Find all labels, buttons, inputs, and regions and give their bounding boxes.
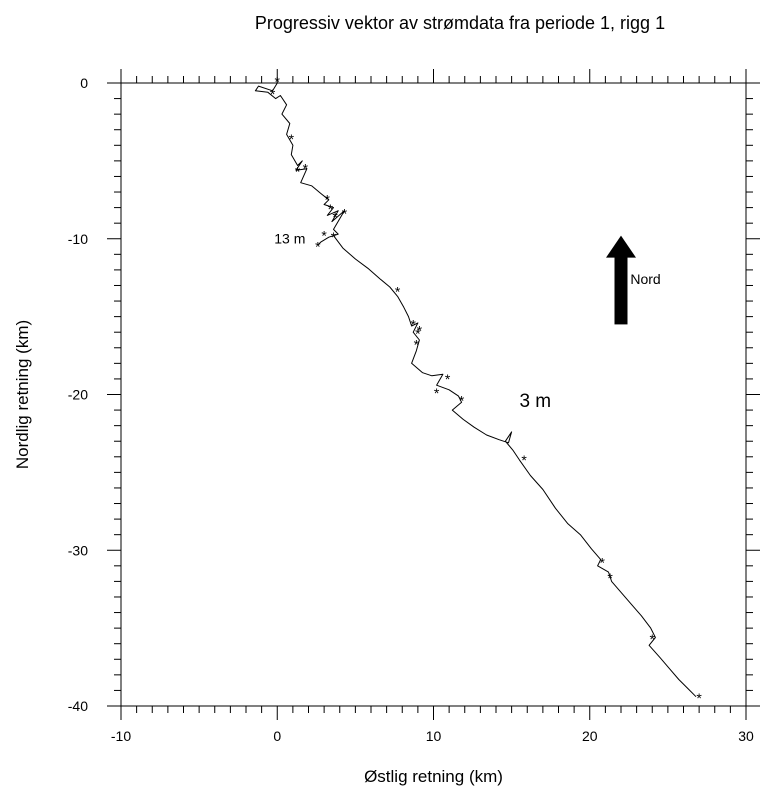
series-markers: **** *** * ** ********* ****** <box>270 73 703 706</box>
data-marker: * <box>331 229 337 245</box>
data-marker: * <box>289 131 295 147</box>
data-marker: * <box>417 323 423 339</box>
series-lines <box>254 82 697 698</box>
data-marker: * <box>332 209 338 225</box>
data-marker: * <box>445 371 451 387</box>
data-marker: * <box>328 201 334 217</box>
annotation-label: 13 m <box>274 230 305 246</box>
y-tick-label: -30 <box>68 542 88 558</box>
data-marker: * <box>342 206 348 222</box>
data-marker: * <box>270 86 276 102</box>
series-line-3m <box>333 235 697 698</box>
series-line-13m <box>254 82 345 246</box>
x-tick-label: 20 <box>582 728 598 744</box>
north-arrow-shaft <box>614 256 628 325</box>
data-marker: * <box>410 316 416 332</box>
annotation-label: 3 m <box>519 391 551 412</box>
data-marker: * <box>600 555 606 571</box>
annotations: 13 m 3 m Nord <box>274 230 660 412</box>
axis-ticks <box>107 69 760 720</box>
data-marker: * <box>414 337 420 353</box>
data-marker: * <box>415 326 421 342</box>
annotation-label: Nord <box>630 271 660 287</box>
data-marker: * <box>275 73 281 89</box>
data-marker: * <box>295 164 301 180</box>
x-tick-label: 0 <box>273 728 281 744</box>
y-axis-label: Nordlig retning (km) <box>13 320 32 469</box>
data-marker: * <box>650 631 656 647</box>
north-arrow-head <box>606 235 636 258</box>
data-marker: * <box>321 228 327 244</box>
data-marker: * <box>696 690 702 706</box>
chart-title: Progressiv vektor av strømdata fra perio… <box>255 13 665 33</box>
data-marker: * <box>607 570 613 586</box>
axis-tick-labels: -10 0 10 20 30 0 -10 -20 -30 -40 <box>68 75 754 744</box>
data-marker: * <box>395 284 401 300</box>
data-marker: * <box>315 238 321 254</box>
data-marker: * <box>434 385 440 401</box>
x-axis-label: Østlig retning (km) <box>364 767 503 786</box>
x-tick-label: -10 <box>111 728 131 744</box>
x-tick-label: 30 <box>738 728 754 744</box>
data-marker: * <box>325 192 331 208</box>
y-tick-label: -20 <box>68 387 88 403</box>
data-marker: * <box>459 393 465 409</box>
y-tick-label: -10 <box>68 231 88 247</box>
data-marker: * <box>521 452 527 468</box>
x-tick-label: 10 <box>426 728 442 744</box>
north-arrow <box>606 235 636 325</box>
data-marker: * <box>303 161 309 177</box>
y-tick-label: -40 <box>68 698 88 714</box>
y-tick-label: 0 <box>80 75 88 91</box>
